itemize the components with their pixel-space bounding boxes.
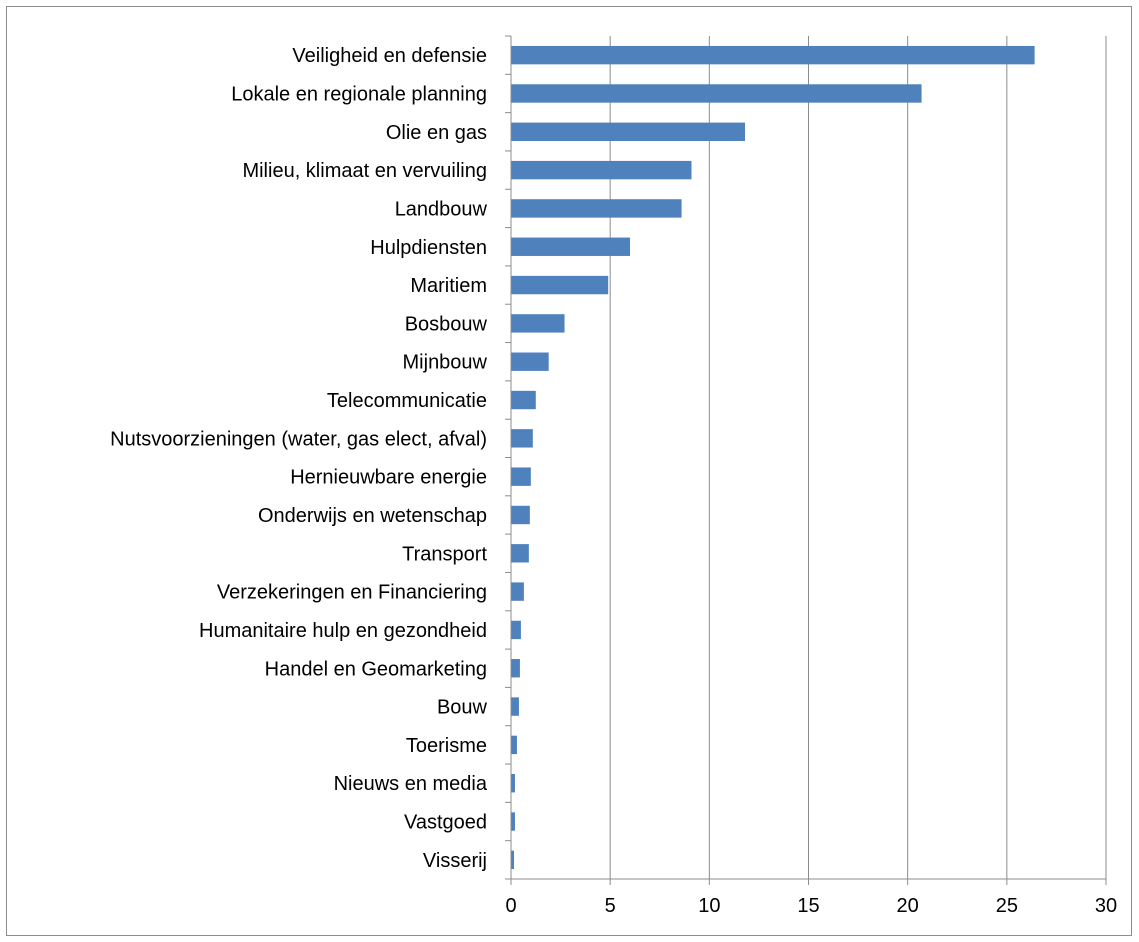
category-label-19: Nieuws en media xyxy=(334,773,488,795)
bar-11 xyxy=(511,467,531,486)
bar-6 xyxy=(511,275,609,295)
x-tick-label-5: 5 xyxy=(605,895,616,917)
category-label-6: Maritiem xyxy=(410,275,487,297)
category-label-7: Bosbouw xyxy=(405,313,488,335)
bar-7 xyxy=(511,314,565,333)
category-label-9: Telecommunicatie xyxy=(327,390,487,412)
bar-17 xyxy=(511,697,519,716)
x-tick-label-15: 15 xyxy=(797,895,819,917)
category-label-11: Hernieuwbare energie xyxy=(290,467,487,489)
category-label-20: Vastgoed xyxy=(404,812,487,834)
category-label-14: Verzekeringen en Financiering xyxy=(217,582,487,604)
x-tick-label-30: 30 xyxy=(1095,895,1117,917)
bar-0 xyxy=(511,45,1035,65)
x-tick-label-0: 0 xyxy=(505,895,516,917)
bar-10 xyxy=(511,429,533,448)
category-label-0: Veiligheid en defensie xyxy=(292,45,487,67)
category-label-13: Transport xyxy=(402,543,487,565)
bar-8 xyxy=(511,352,549,371)
bar-14 xyxy=(511,582,524,601)
bar-5 xyxy=(511,237,630,256)
bar-20 xyxy=(511,812,515,831)
x-tick-label-10: 10 xyxy=(698,895,720,917)
bar-1 xyxy=(511,84,922,103)
category-label-1: Lokale en regionale planning xyxy=(231,83,487,105)
bar-15 xyxy=(511,620,521,640)
category-label-10: Nutsvoorzieningen (water, gas elect, afv… xyxy=(110,428,487,450)
category-label-5: Hulpdiensten xyxy=(370,237,487,259)
category-label-18: Toerisme xyxy=(406,735,487,757)
category-label-12: Onderwijs en wetenschap xyxy=(258,505,487,527)
category-label-17: Bouw xyxy=(437,697,488,719)
category-label-15: Humanitaire hulp en gezondheid xyxy=(199,620,487,642)
bar-2 xyxy=(511,122,746,141)
category-label-21: Visserij xyxy=(423,850,487,872)
bar-19 xyxy=(511,774,515,793)
bar-9 xyxy=(511,390,536,410)
category-label-2: Olie en gas xyxy=(386,122,487,144)
bar-4 xyxy=(511,199,682,218)
bar-12 xyxy=(511,505,530,525)
category-label-3: Milieu, klimaat en vervuiling xyxy=(242,160,487,182)
x-tick-label-25: 25 xyxy=(996,895,1018,917)
x-tick-label-20: 20 xyxy=(897,895,919,917)
category-label-16: Handel en Geomarketing xyxy=(265,658,487,680)
category-label-4: Landbouw xyxy=(395,198,488,220)
bar-21 xyxy=(511,850,514,870)
bar-3 xyxy=(511,160,692,180)
bar-16 xyxy=(511,659,520,678)
bar-18 xyxy=(511,735,517,755)
category-label-8: Mijnbouw xyxy=(403,352,488,374)
bar-13 xyxy=(511,544,529,563)
